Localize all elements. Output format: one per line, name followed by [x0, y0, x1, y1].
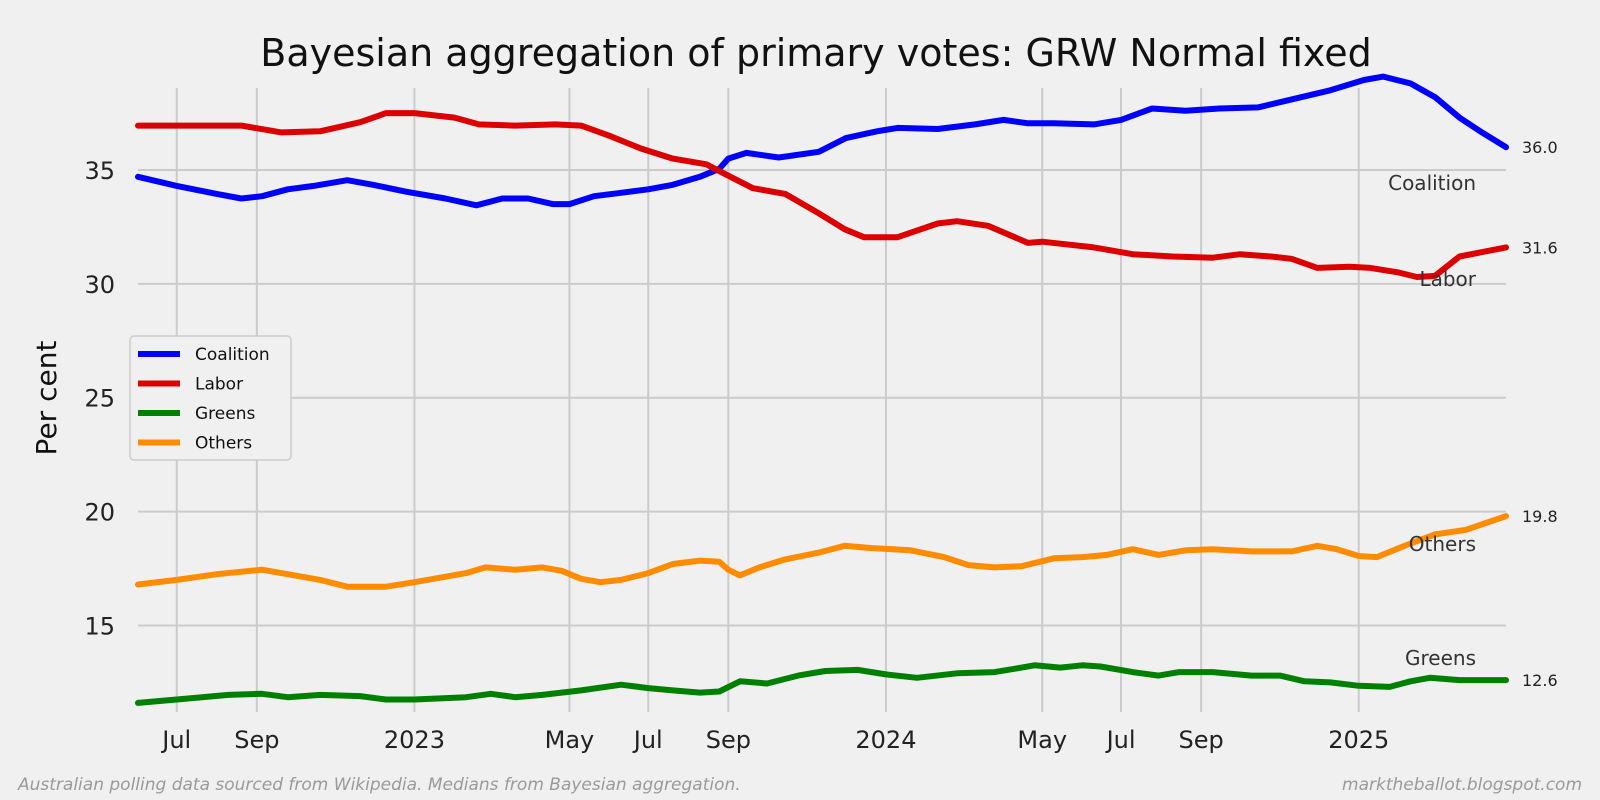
- y-tick-label: 30: [84, 271, 115, 299]
- series-line-coalition: [135, 73, 1509, 209]
- x-tick-label: Jul: [632, 726, 663, 754]
- y-tick-label: 25: [84, 385, 115, 413]
- series-label-greens: Greens: [1405, 646, 1476, 670]
- end-value-labels: 36.0 31.6 12.6 19.8: [1522, 138, 1558, 690]
- x-tick-label: May: [1017, 726, 1067, 754]
- end-value-coalition: 36.0: [1522, 138, 1558, 157]
- x-tick-label: Sep: [234, 726, 279, 754]
- series-label-others: Others: [1409, 532, 1476, 556]
- x-tick-label: Jul: [160, 726, 191, 754]
- legend-label-coalition: Coalition: [195, 345, 270, 365]
- y-tick-labels: 15 20 25 30 35: [84, 157, 115, 640]
- series-line-others: [135, 513, 1509, 590]
- legend-label-greens: Greens: [195, 404, 255, 424]
- footer-source-note: Australian polling data sourced from Wik…: [17, 775, 741, 795]
- x-tick-label: Sep: [1179, 726, 1224, 754]
- x-tick-label: 2023: [384, 726, 445, 754]
- legend-label-labor: Labor: [195, 375, 243, 395]
- y-tick-label: 20: [84, 499, 115, 527]
- footer-attribution: marktheballot.blogspot.com: [1342, 775, 1582, 795]
- x-tick-label: 2024: [855, 726, 916, 754]
- x-tick-labels: Jul Sep 2023 May Jul Sep 2024 May Jul Sep 2025: [160, 726, 1389, 754]
- end-value-others: 19.8: [1522, 507, 1558, 526]
- series-label-coalition: Coalition: [1388, 171, 1476, 195]
- legend-box: [129, 335, 292, 461]
- series-lines: [135, 73, 1509, 706]
- y-tick-label: 35: [84, 157, 115, 185]
- y-axis-label: Per cent: [30, 341, 63, 456]
- x-tick-label: May: [545, 726, 595, 754]
- y-tick-label: 15: [84, 612, 115, 640]
- series-label-labor: Labor: [1419, 267, 1476, 291]
- y-gridlines: [138, 168, 1506, 627]
- series-line-greens: [135, 662, 1509, 706]
- series-line-labor: [135, 110, 1509, 280]
- end-value-labor: 31.6: [1522, 238, 1558, 257]
- x-tick-label: Jul: [1105, 726, 1136, 754]
- legend-label-others: Others: [195, 434, 252, 454]
- x-tick-label: 2025: [1328, 726, 1389, 754]
- end-value-greens: 12.6: [1522, 671, 1558, 690]
- legend: Coalition Labor Greens Others: [129, 335, 292, 461]
- x-tick-label: Sep: [706, 726, 751, 754]
- chart-title: Bayesian aggregation of primary votes: G…: [260, 31, 1371, 75]
- series-name-labels: Coalition Labor Greens Others: [1388, 171, 1477, 670]
